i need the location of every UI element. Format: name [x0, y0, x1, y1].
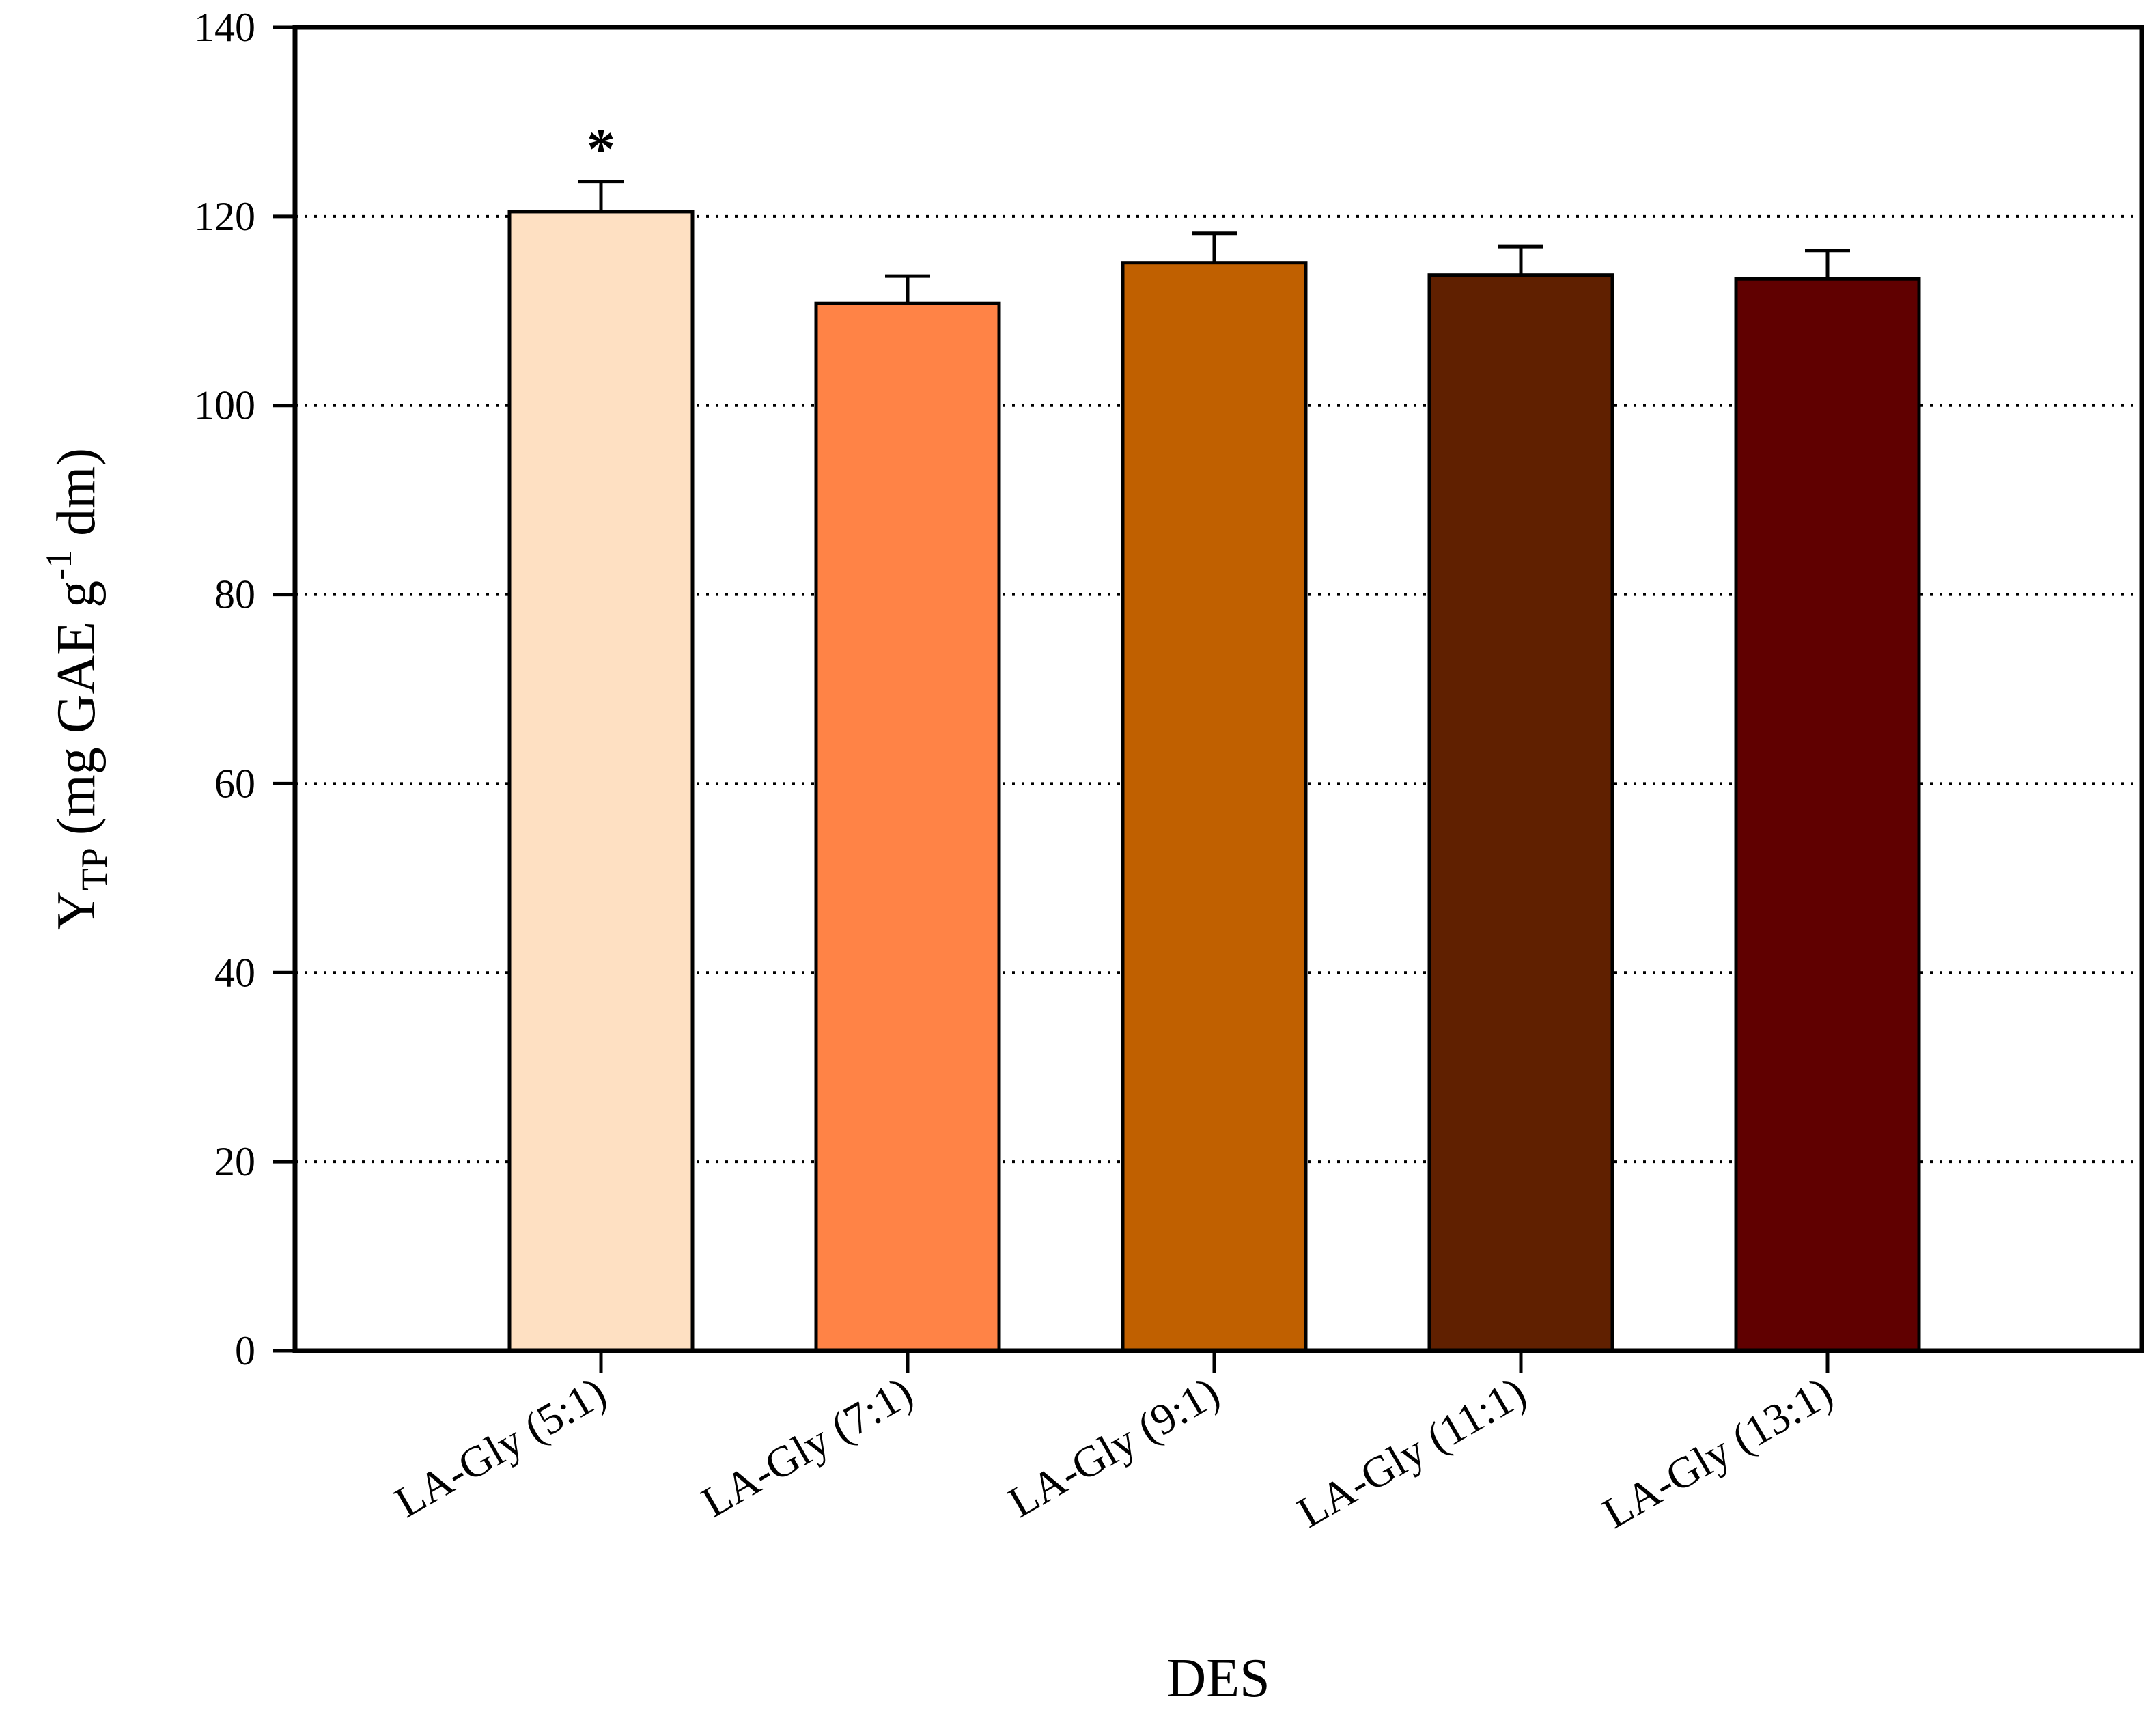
- y-axis-title-unit-prefix: (mg GAE g: [46, 580, 107, 835]
- x-axis-ticks: LA-Gly (5:1) LA-Gly (7:1) LA-Gly (9:1) LA-G…: [387, 1351, 1840, 1538]
- x-tick-label: LA-Gly (13:1): [1595, 1368, 1840, 1538]
- x-axis-title: DES: [1166, 1648, 1270, 1709]
- x-tick-label: LA-Gly (9:1): [1000, 1368, 1227, 1527]
- bar: [1121, 261, 1308, 1353]
- annotations: *: [587, 117, 615, 181]
- y-tick-label: 120: [194, 194, 255, 239]
- y-axis-title-superscript: -1: [38, 550, 79, 580]
- bar: [507, 210, 695, 1353]
- bars: [507, 210, 1921, 1353]
- error-bars: [578, 180, 1850, 304]
- x-tick-label: LA-Gly (5:1): [387, 1368, 614, 1527]
- y-tick-label: 20: [214, 1139, 255, 1184]
- bar: [1734, 277, 1921, 1353]
- y-axis-title: YTP (mg GAE g-1 dm): [38, 448, 115, 930]
- plot-frame: [292, 25, 2144, 1353]
- y-tick-label: 60: [214, 761, 255, 806]
- y-tick-label: 80: [214, 572, 255, 617]
- y-axis-title-main: Y: [46, 890, 107, 930]
- y-tick-label: 100: [194, 383, 255, 428]
- y-axis-ticks: 0 20 40 60 80 100 120 140: [194, 5, 295, 1373]
- y-axis-title-unit-suffix: dm): [46, 448, 107, 550]
- x-tick-label: LA-Gly (11:1): [1289, 1368, 1534, 1537]
- x-tick-label: LA-Gly (7:1): [693, 1368, 921, 1527]
- significance-marker: *: [587, 117, 615, 181]
- y-tick-label: 40: [214, 950, 255, 995]
- bar: [1427, 273, 1614, 1353]
- y-axis-title-subscript: TP: [74, 847, 115, 890]
- y-tick-label: 140: [194, 5, 255, 50]
- y-tick-label: 0: [235, 1328, 255, 1373]
- bar: [814, 301, 1001, 1353]
